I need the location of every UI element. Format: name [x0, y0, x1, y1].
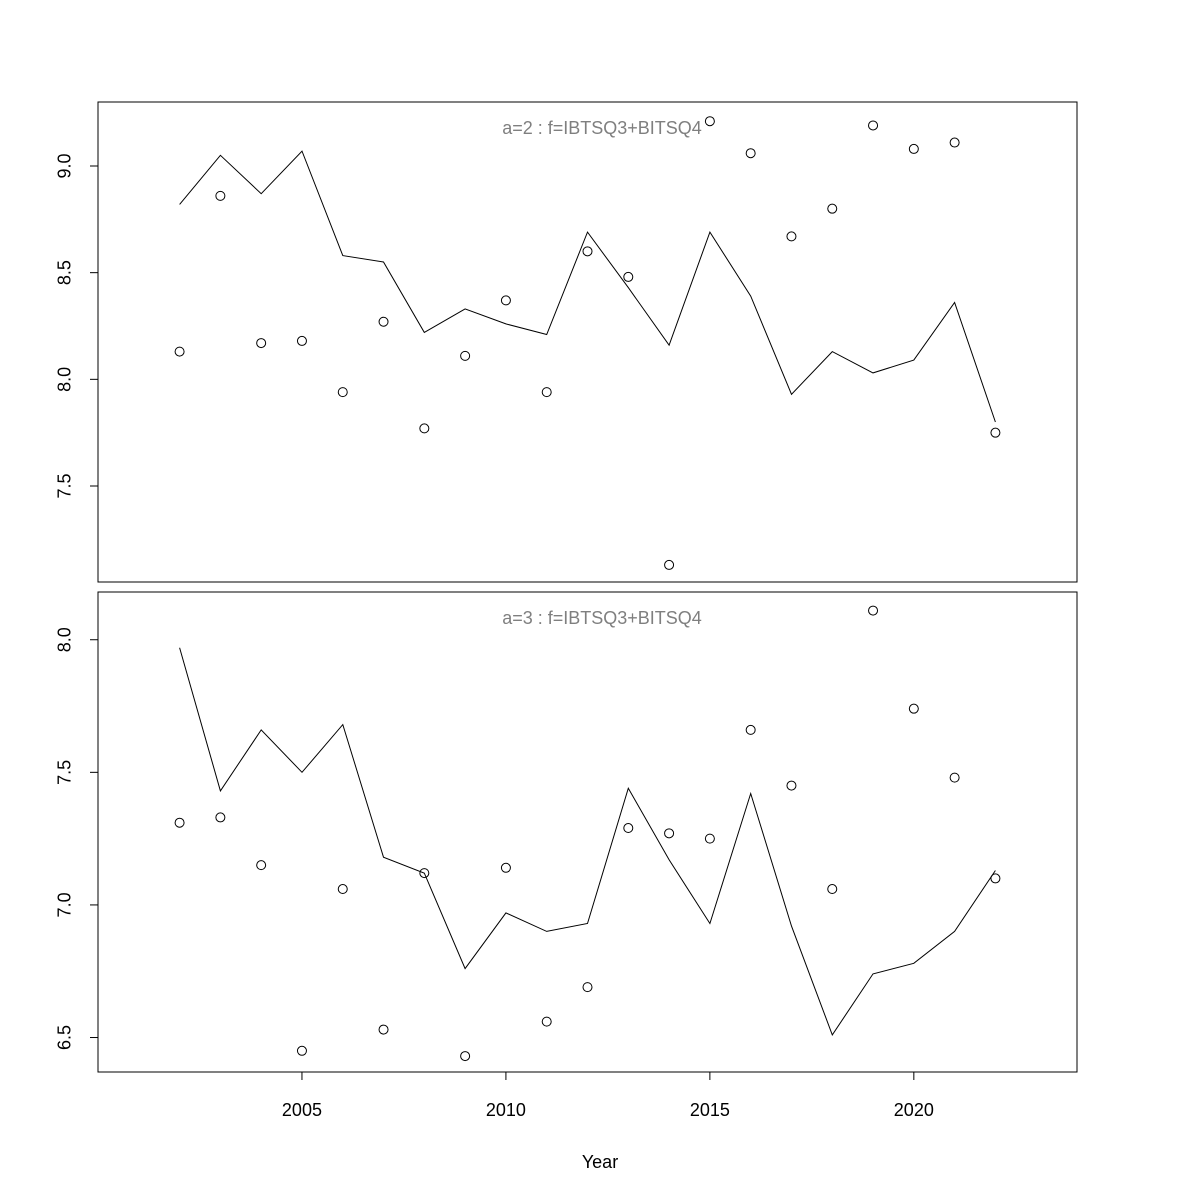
data-point	[704, 116, 715, 127]
fitted-line	[179, 150, 996, 423]
data-point	[460, 350, 471, 361]
data-point	[337, 387, 348, 398]
data-point	[868, 120, 879, 131]
y-tick-label: 7.5	[54, 760, 74, 785]
y-axis: 7.5 8.0 8.5 9.0	[54, 153, 98, 499]
data-point	[174, 346, 185, 357]
data-point	[500, 862, 511, 873]
data-point	[419, 423, 430, 434]
data-point	[378, 1024, 389, 1035]
panel-a2: a=2 : f=IBTSQ3+BITSQ4 7.5 8.0 8.5 9.0	[54, 101, 1078, 583]
x-axis-label: Year	[582, 1152, 618, 1172]
series-group	[174, 605, 1001, 1062]
x-tick-label: 2010	[486, 1100, 526, 1120]
data-point	[500, 295, 511, 306]
data-point	[949, 772, 960, 783]
data-point	[908, 143, 919, 154]
panel-frame	[97, 591, 1078, 1073]
data-point	[378, 316, 389, 327]
data-point	[215, 812, 226, 823]
panel-frame	[97, 101, 1078, 583]
data-point	[541, 387, 552, 398]
data-point	[419, 868, 430, 879]
data-point	[908, 703, 919, 714]
data-point	[990, 873, 1001, 884]
data-point	[296, 1045, 307, 1056]
data-point	[949, 137, 960, 148]
panel-a3: a=3 : f=IBTSQ3+BITSQ4 6.5 7.0 7.5 8.0	[54, 591, 1078, 1073]
data-point	[582, 982, 593, 993]
fitted-line	[179, 647, 996, 1036]
data-point	[296, 335, 307, 346]
data-point	[460, 1051, 471, 1062]
x-tick-label: 2005	[282, 1100, 322, 1120]
y-tick-label: 8.5	[54, 260, 74, 285]
data-point	[786, 231, 797, 242]
y-tick-label: 8.0	[54, 367, 74, 392]
data-point	[745, 724, 756, 735]
data-point	[868, 605, 879, 616]
data-point	[745, 148, 756, 159]
data-point	[541, 1016, 552, 1027]
data-point	[215, 190, 226, 201]
data-point	[827, 203, 838, 214]
y-tick-label: 6.5	[54, 1025, 74, 1050]
data-point	[990, 427, 1001, 438]
data-point	[827, 884, 838, 895]
data-point	[174, 817, 185, 828]
panel-title: a=2 : f=IBTSQ3+BITSQ4	[502, 118, 702, 138]
data-point	[786, 780, 797, 791]
data-point	[704, 833, 715, 844]
data-point	[582, 246, 593, 257]
y-axis: 6.5 7.0 7.5 8.0	[54, 627, 98, 1050]
data-point	[256, 338, 267, 349]
data-point	[664, 559, 675, 570]
y-tick-label: 9.0	[54, 153, 74, 178]
data-point	[623, 271, 634, 282]
panel-title: a=3 : f=IBTSQ3+BITSQ4	[502, 608, 702, 628]
data-point	[256, 860, 267, 871]
y-tick-label: 7.0	[54, 892, 74, 917]
x-tick-label: 2020	[894, 1100, 934, 1120]
series-group	[174, 116, 1001, 570]
x-tick-label: 2015	[690, 1100, 730, 1120]
data-point	[337, 884, 348, 895]
y-tick-label: 7.5	[54, 473, 74, 498]
data-point	[664, 828, 675, 839]
x-axis: 2005 2010 2015 2020	[282, 1071, 934, 1120]
data-point	[623, 823, 634, 834]
y-tick-label: 8.0	[54, 627, 74, 652]
